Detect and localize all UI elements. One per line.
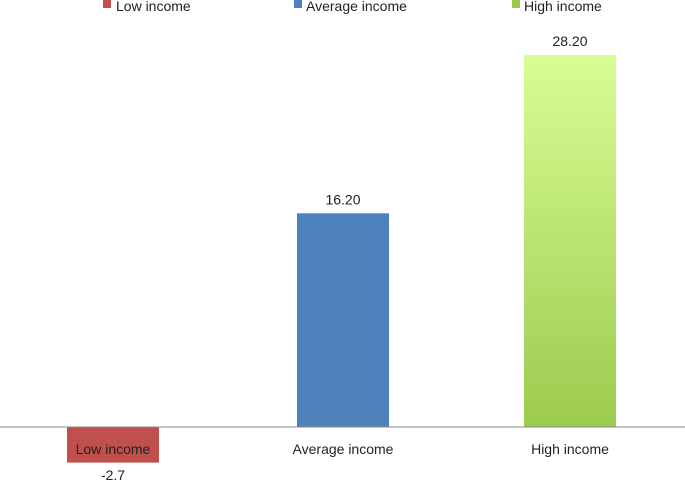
legend-label-high-income: High income bbox=[524, 0, 602, 14]
legend-entry-average-income: Average income bbox=[294, 0, 407, 14]
data-label-high-income: 28.20 bbox=[552, 33, 587, 49]
legend-entry-low-income: Low income bbox=[103, 0, 191, 14]
legend: Low income Average income High income bbox=[103, 0, 602, 14]
legend-label-low-income: Low income bbox=[116, 0, 191, 14]
bar-low-income bbox=[67, 427, 159, 463]
data-labels-group: -2.7 16.20 28.20 bbox=[101, 33, 588, 483]
legend-swatch-average-income bbox=[294, 0, 302, 8]
legend-swatch-high-income bbox=[512, 0, 520, 8]
x-tick-label-low-income: Low income bbox=[76, 441, 151, 457]
legend-entry-high-income: High income bbox=[512, 0, 602, 14]
bar-high-income bbox=[524, 55, 616, 427]
bar-average-income bbox=[297, 213, 389, 427]
bars-group bbox=[67, 55, 616, 463]
x-tick-label-high-income: High income bbox=[531, 441, 609, 457]
legend-label-average-income: Average income bbox=[306, 0, 407, 14]
tick-labels-group: Low income Average income High income bbox=[76, 441, 609, 457]
data-label-average-income: 16.20 bbox=[325, 191, 360, 207]
x-tick-label-average-income: Average income bbox=[293, 441, 394, 457]
legend-swatch-low-income bbox=[103, 0, 111, 8]
data-label-low-income: -2.7 bbox=[101, 467, 125, 483]
